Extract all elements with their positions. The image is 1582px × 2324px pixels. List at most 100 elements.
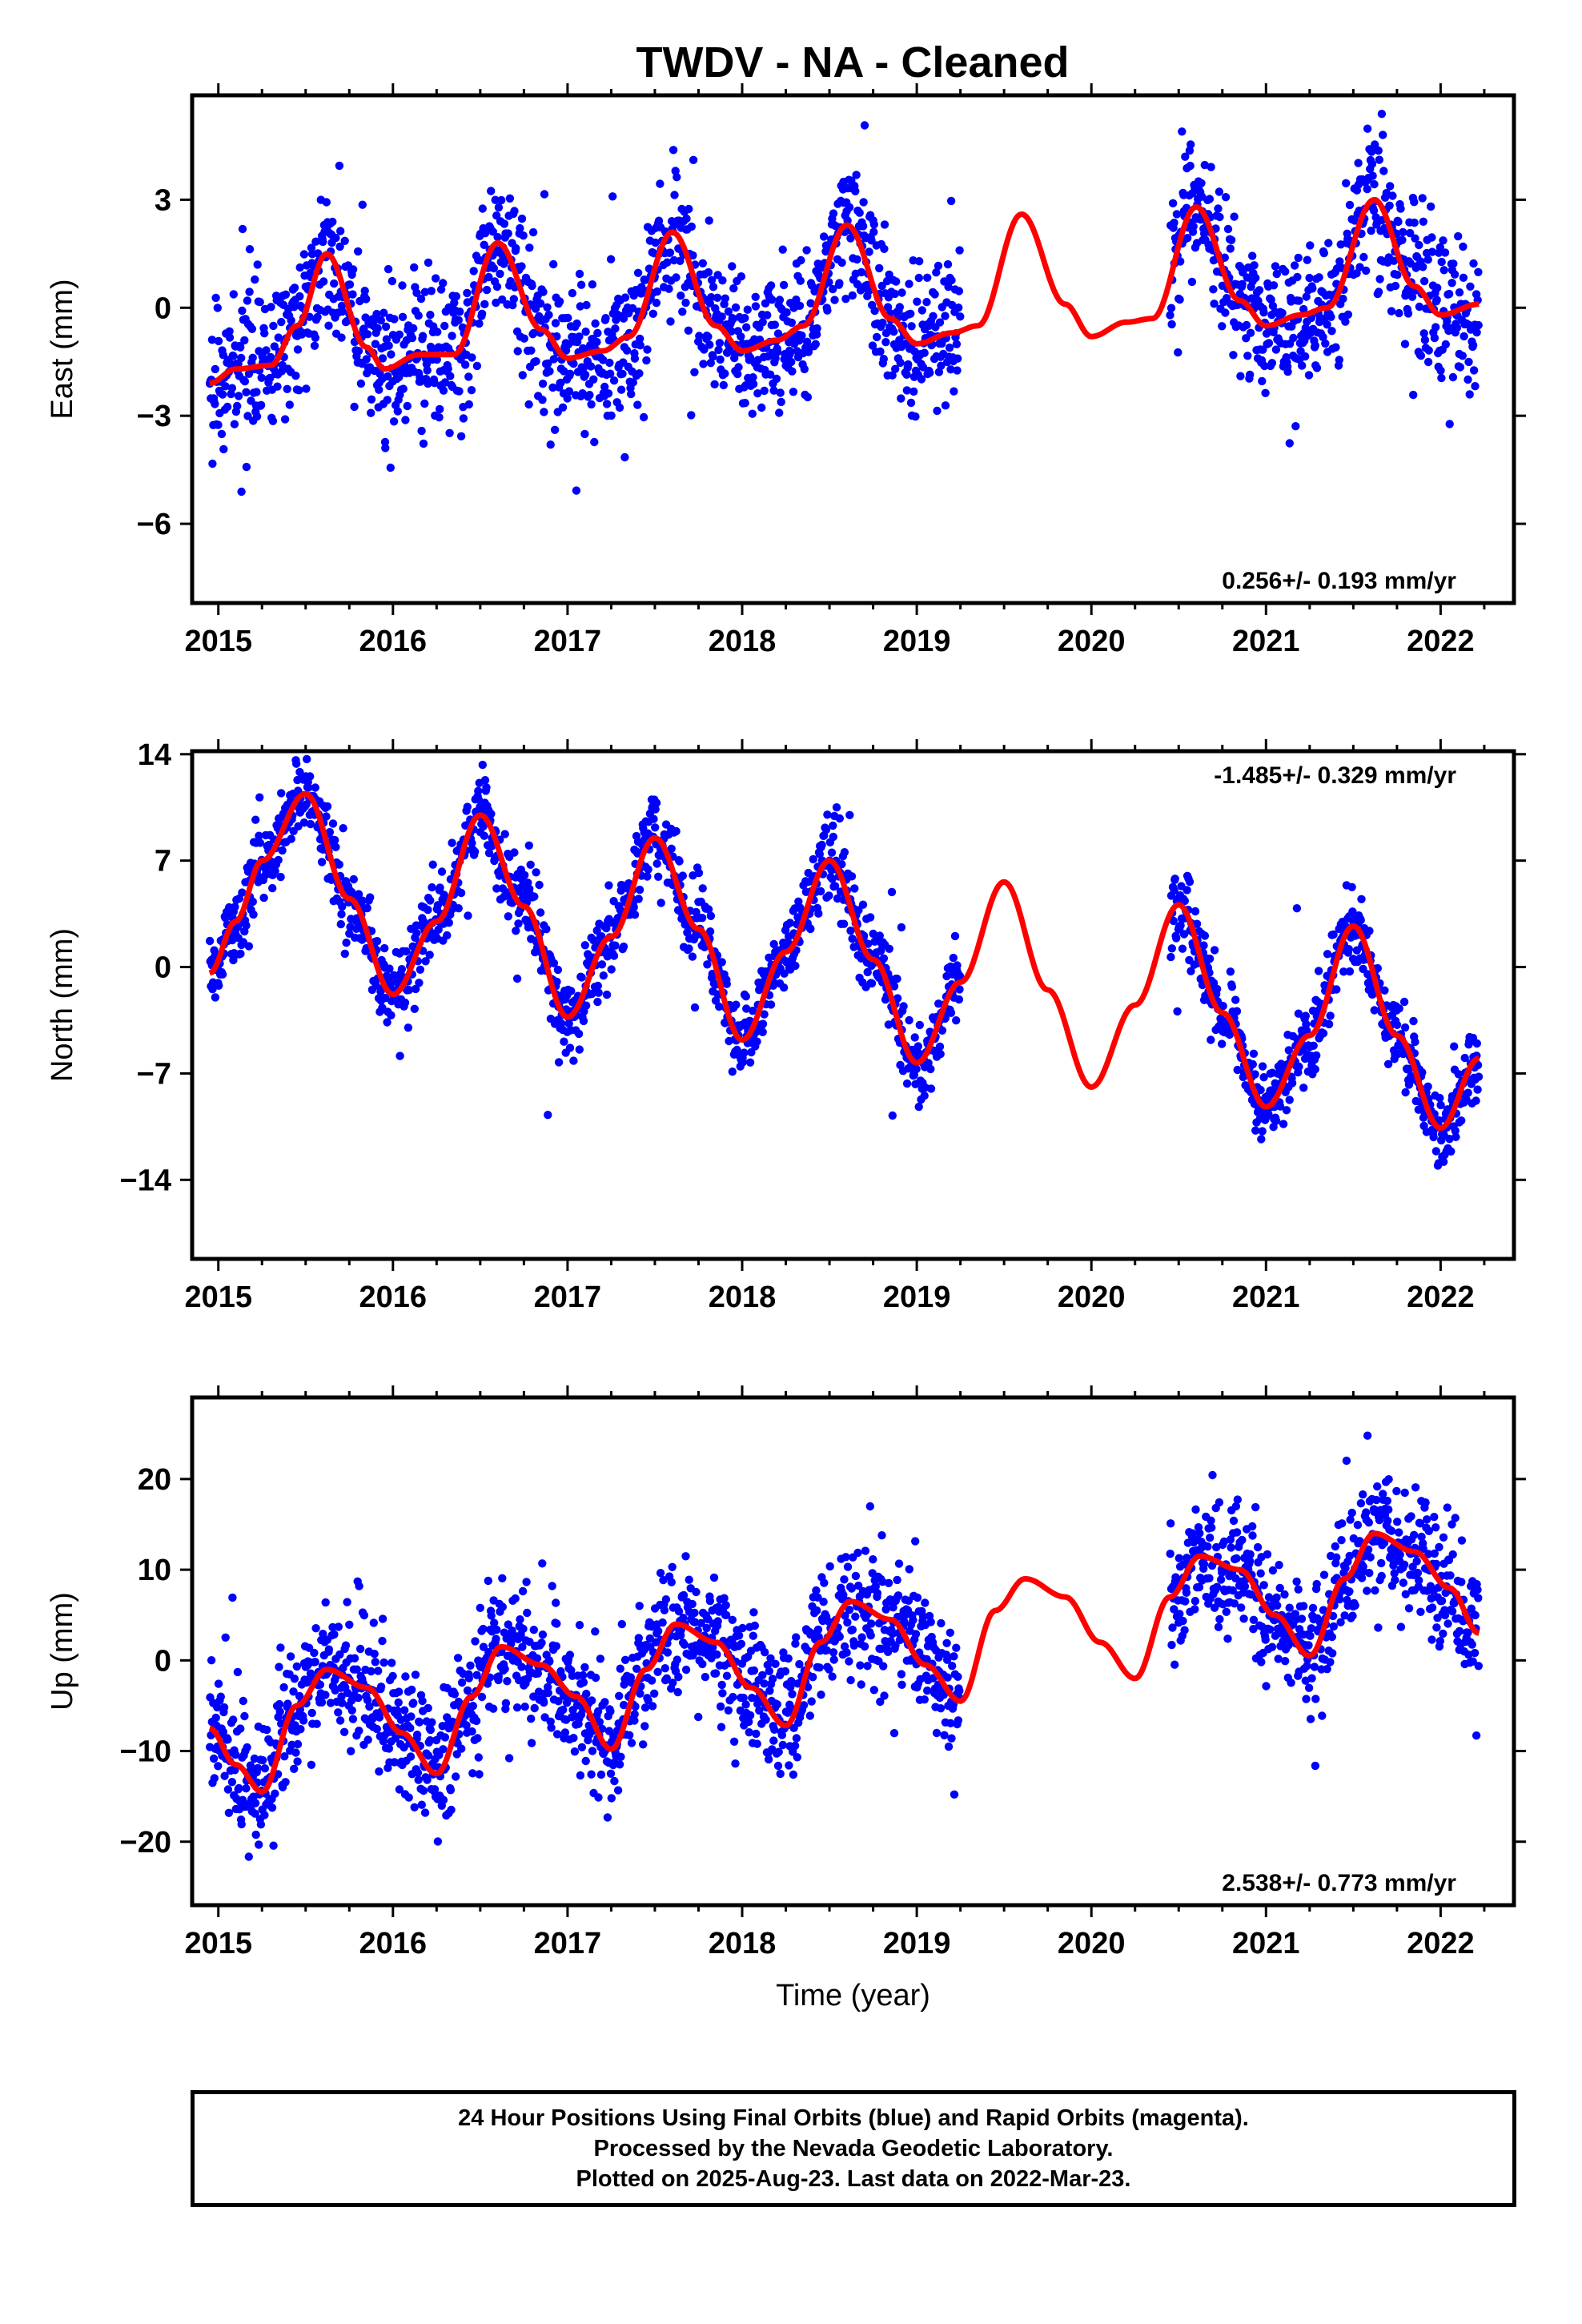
plot-frame	[190, 749, 1516, 1261]
observation-point	[729, 1692, 737, 1702]
observation-point	[1312, 364, 1322, 372]
observation-point	[310, 1648, 319, 1658]
observation-point	[437, 867, 447, 876]
observation-point	[543, 303, 552, 312]
observation-point	[340, 949, 349, 959]
observation-point	[840, 848, 849, 857]
observation-point	[1459, 242, 1468, 251]
observation-point	[1168, 199, 1178, 207]
observation-point	[704, 905, 713, 914]
observation-point	[704, 332, 713, 341]
observation-point	[267, 303, 275, 312]
observation-point	[618, 369, 627, 378]
observation-point	[256, 1820, 266, 1829]
observation-point	[1311, 1065, 1320, 1074]
observation-point	[1210, 946, 1219, 955]
observation-point	[221, 382, 230, 391]
observation-point	[518, 1586, 528, 1596]
observation-point	[1180, 896, 1190, 906]
observation-point	[651, 805, 660, 814]
observation-point	[602, 923, 611, 933]
observation-point	[909, 387, 918, 396]
observation-point	[609, 376, 619, 385]
observation-point	[768, 296, 777, 304]
observation-point	[498, 1602, 507, 1611]
observation-point	[412, 984, 420, 994]
observation-point	[837, 258, 846, 267]
observation-point	[652, 859, 661, 868]
observation-point	[380, 943, 389, 953]
observation-point	[349, 875, 358, 884]
observation-point	[352, 1665, 361, 1674]
observation-point	[1359, 252, 1368, 262]
observation-point	[711, 1669, 721, 1678]
observation-point	[480, 776, 490, 785]
x-tick-label: 2018	[709, 625, 777, 658]
observation-point	[1387, 307, 1396, 316]
observation-point	[1243, 352, 1252, 360]
observation-point	[881, 338, 890, 347]
observation-point	[217, 429, 227, 439]
observation-point	[1352, 269, 1361, 278]
observation-point	[731, 1759, 740, 1768]
observation-point	[875, 263, 884, 273]
observation-point	[600, 382, 609, 392]
observation-point	[255, 298, 264, 307]
observation-point	[588, 280, 597, 289]
observation-point	[568, 288, 577, 298]
observation-point	[608, 192, 617, 201]
observation-point	[406, 1752, 416, 1761]
observation-point	[758, 1027, 767, 1037]
observation-point	[461, 360, 470, 369]
observation-point	[459, 414, 468, 423]
observation-point	[1189, 222, 1198, 231]
observation-point	[687, 411, 696, 420]
observation-point	[229, 352, 238, 360]
observation-point	[697, 1618, 705, 1628]
observation-point	[1400, 340, 1410, 348]
observation-point	[915, 1020, 925, 1030]
observation-point	[954, 354, 962, 363]
observation-point	[750, 1621, 759, 1630]
observation-point	[673, 173, 681, 182]
observation-point	[607, 1794, 616, 1803]
observation-point	[769, 386, 778, 395]
observation-point	[1450, 270, 1460, 279]
observation-point	[749, 380, 758, 388]
observation-point	[331, 233, 340, 243]
observation-point	[761, 299, 770, 308]
observation-point	[370, 1650, 379, 1659]
observation-point	[828, 875, 837, 883]
observation-point	[466, 1661, 475, 1670]
observation-point	[879, 954, 889, 963]
observation-point	[1357, 895, 1366, 904]
observation-point	[229, 1715, 238, 1724]
observation-point	[537, 1638, 546, 1647]
x-tick-label: 2016	[359, 1281, 428, 1314]
observation-point	[343, 1598, 351, 1606]
observation-point	[715, 1002, 724, 1011]
observation-point	[319, 277, 328, 286]
observation-point	[216, 1692, 225, 1701]
observation-point	[1455, 288, 1464, 297]
observation-point	[721, 294, 729, 303]
observation-point	[1301, 352, 1310, 361]
observation-point	[1465, 390, 1474, 399]
observation-point	[722, 1671, 732, 1680]
observation-point	[446, 1786, 456, 1795]
observation-point	[606, 1707, 615, 1716]
observation-point	[508, 300, 517, 310]
observation-point	[647, 1676, 656, 1685]
observation-point	[547, 1723, 556, 1732]
observation-point	[575, 332, 584, 341]
observation-point	[1419, 276, 1429, 286]
observation-point	[526, 860, 535, 870]
observation-point	[253, 1763, 263, 1773]
observation-point	[954, 287, 964, 296]
observation-point	[304, 1643, 314, 1652]
observation-point	[524, 400, 533, 409]
observation-point	[1457, 1116, 1466, 1125]
observation-point	[381, 994, 390, 1003]
observation-point	[758, 1019, 768, 1028]
observation-point	[1264, 1110, 1273, 1119]
